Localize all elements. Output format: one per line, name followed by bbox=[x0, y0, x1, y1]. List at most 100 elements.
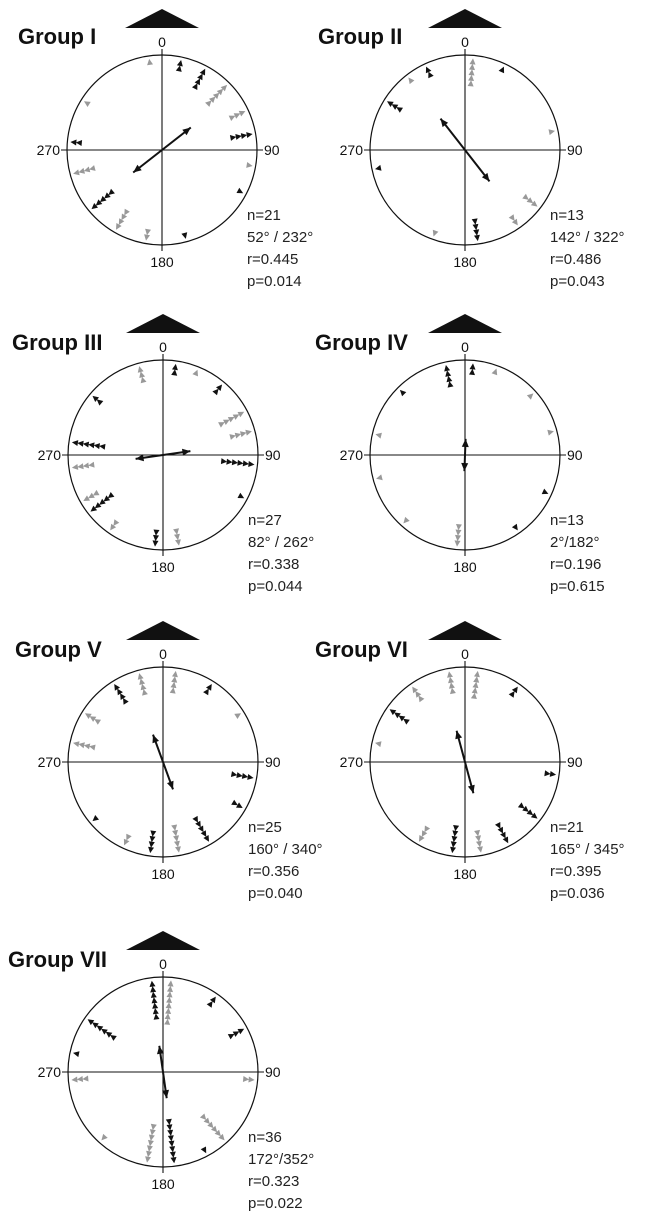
angle-label-0: 0 bbox=[159, 339, 167, 355]
data-point-triangle-icon bbox=[394, 712, 401, 719]
data-point-triangle-icon bbox=[424, 825, 431, 833]
stat-line-2: r=0.356 bbox=[248, 863, 299, 880]
data-point-triangle-icon bbox=[175, 65, 182, 72]
stat-line-3: p=0.044 bbox=[248, 578, 303, 595]
data-point-triangle-icon bbox=[94, 502, 102, 509]
stat-line-0: n=21 bbox=[247, 207, 281, 224]
data-point-triangle-icon bbox=[248, 1076, 255, 1083]
data-point-triangle-icon bbox=[123, 838, 130, 846]
data-point-triangle-icon bbox=[165, 1002, 172, 1009]
data-point-triangle-icon bbox=[450, 846, 456, 854]
data-point-triangle-icon bbox=[240, 431, 247, 438]
data-point-triangle-icon bbox=[207, 1121, 214, 1129]
data-point-triangle-icon bbox=[375, 432, 382, 439]
data-point-triangle-icon bbox=[123, 698, 129, 705]
data-point-triangle-icon bbox=[73, 1051, 80, 1058]
mean-axis-arrowhead-icon bbox=[167, 780, 174, 790]
stat-line-3: p=0.040 bbox=[248, 885, 303, 902]
stat-line-0: n=13 bbox=[550, 512, 584, 529]
data-point-triangle-icon bbox=[101, 1028, 108, 1035]
data-point-triangle-icon bbox=[469, 58, 476, 65]
data-point-triangle-icon bbox=[205, 100, 212, 107]
mean-axis-arrowhead-icon bbox=[467, 784, 475, 794]
data-point-triangle-icon bbox=[445, 370, 452, 377]
data-point-triangle-icon bbox=[77, 440, 84, 447]
data-point-triangle-icon bbox=[495, 822, 501, 829]
mean-axis-arrowhead-icon bbox=[133, 164, 142, 173]
data-point-triangle-icon bbox=[229, 135, 237, 141]
mean-axis-line bbox=[158, 1045, 168, 1099]
data-point-triangle-icon bbox=[150, 830, 157, 837]
data-point-triangle-icon bbox=[473, 229, 480, 236]
data-point-triangle-icon bbox=[78, 167, 85, 174]
data-point-triangle-icon bbox=[139, 678, 146, 685]
data-point-triangle-icon bbox=[203, 1117, 210, 1124]
data-point-triangle-icon bbox=[166, 1124, 173, 1131]
stat-line-1: 160° / 340° bbox=[248, 841, 323, 858]
data-point-triangle-icon bbox=[171, 824, 178, 831]
data-point-triangle-icon bbox=[171, 676, 178, 683]
data-point-triangle-icon bbox=[148, 846, 154, 854]
stat-line-0: n=21 bbox=[550, 819, 584, 836]
data-point-triangle-icon bbox=[126, 833, 132, 841]
data-point-triangle-icon bbox=[508, 214, 515, 221]
data-point-triangle-icon bbox=[176, 60, 183, 67]
data-point-triangle-icon bbox=[415, 691, 422, 698]
data-point-triangle-icon bbox=[474, 829, 480, 837]
data-point-triangle-icon bbox=[455, 534, 461, 542]
group-title: Group VII bbox=[8, 947, 107, 972]
data-point-triangle-icon bbox=[121, 213, 128, 221]
data-point-triangle-icon bbox=[455, 529, 462, 536]
group-vii-plot: Group VII 0 90 180 270 n=36 172°/352° r=0.323 p=… bbox=[8, 931, 314, 1212]
data-point-triangle-icon bbox=[150, 1123, 157, 1131]
data-point-triangle-icon bbox=[453, 825, 460, 832]
data-point-triangle-icon bbox=[82, 1075, 89, 1082]
data-point-triangle-icon bbox=[192, 83, 198, 90]
data-point-triangle-icon bbox=[174, 840, 180, 848]
stat-line-0: n=36 bbox=[248, 1129, 282, 1146]
data-point-triangle-icon bbox=[169, 1146, 176, 1153]
data-point-triangle-icon bbox=[192, 815, 198, 823]
data-point-triangle-icon bbox=[194, 78, 200, 86]
data-point-triangle-icon bbox=[408, 77, 415, 85]
data-point-triangle-icon bbox=[432, 229, 439, 237]
data-point-triangle-icon bbox=[211, 1125, 218, 1133]
data-point-triangle-icon bbox=[447, 381, 454, 388]
data-point-triangle-icon bbox=[167, 980, 174, 987]
mean-axis-arrowhead-icon bbox=[461, 462, 469, 472]
data-point-triangle-icon bbox=[175, 539, 181, 546]
data-point-triangle-icon bbox=[203, 835, 209, 842]
data-point-triangle-icon bbox=[232, 1031, 240, 1037]
mean-axis-arrowhead-icon bbox=[440, 118, 449, 128]
data-point-triangle-icon bbox=[450, 841, 457, 848]
data-point-triangle-icon bbox=[165, 1118, 172, 1126]
data-point-triangle-icon bbox=[195, 820, 201, 828]
data-point-triangle-icon bbox=[235, 134, 242, 140]
angle-label-270: 270 bbox=[38, 754, 62, 770]
data-point-triangle-icon bbox=[234, 713, 241, 719]
data-point-triangle-icon bbox=[231, 799, 238, 806]
data-point-triangle-icon bbox=[170, 681, 177, 689]
data-point-triangle-icon bbox=[92, 1022, 99, 1029]
angle-label-90: 90 bbox=[264, 142, 280, 158]
data-point-triangle-icon bbox=[144, 234, 150, 241]
data-point-triangle-icon bbox=[82, 441, 90, 448]
data-point-triangle-icon bbox=[118, 218, 125, 225]
top-marker-triangle-icon bbox=[125, 9, 199, 28]
data-point-triangle-icon bbox=[502, 836, 509, 844]
data-point-triangle-icon bbox=[237, 1028, 245, 1035]
data-point-triangle-icon bbox=[548, 129, 555, 136]
data-point-triangle-icon bbox=[146, 1150, 152, 1158]
data-point-triangle-icon bbox=[508, 691, 515, 698]
data-point-triangle-icon bbox=[197, 825, 204, 833]
data-point-triangle-icon bbox=[83, 743, 91, 750]
data-point-triangle-icon bbox=[214, 1129, 221, 1137]
data-point-triangle-icon bbox=[403, 718, 410, 725]
stat-line-1: 165° / 345° bbox=[550, 841, 625, 858]
data-point-triangle-icon bbox=[99, 443, 106, 450]
data-point-triangle-icon bbox=[530, 200, 538, 207]
data-point-triangle-icon bbox=[153, 529, 160, 536]
group-vi-plot: Group VI 0 90 180 270 n=21 165° / 345° r=0.395 p… bbox=[315, 621, 625, 902]
data-point-triangle-icon bbox=[165, 1007, 172, 1014]
angle-label-270: 270 bbox=[340, 754, 364, 770]
